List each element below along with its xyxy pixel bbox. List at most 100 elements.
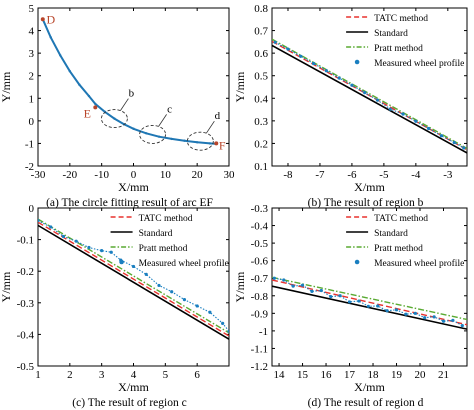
series-line-measured-wheel-profile	[41, 18, 217, 145]
data-point	[157, 135, 161, 138]
x-tick-label: 14	[274, 369, 286, 381]
x-tick-label: 18	[368, 369, 380, 381]
legend-label: Pratt method	[374, 44, 423, 54]
data-point	[319, 288, 323, 293]
point-marker	[40, 17, 45, 22]
x-tick-label: -20	[62, 169, 77, 181]
data-point	[452, 140, 456, 145]
data-point	[404, 312, 408, 316]
point-marker	[93, 105, 98, 110]
x-tick-label: 20	[415, 369, 427, 381]
x-tick-label: -5	[379, 169, 389, 181]
series-line-tatc-method	[272, 279, 467, 326]
data-point	[170, 137, 173, 141]
data-point	[208, 142, 212, 145]
plot-area	[272, 276, 467, 330]
y-tick-label: 0.1	[254, 161, 268, 173]
data-point	[423, 316, 427, 320]
y-axis-label: Y/mm	[0, 271, 13, 302]
data-point	[145, 132, 148, 135]
legend-swatch	[119, 259, 124, 265]
data-point	[286, 47, 290, 51]
data-point	[414, 119, 418, 123]
x-tick-label: -4	[411, 169, 421, 181]
series-line-measured-wheel-profile	[38, 220, 229, 332]
y-tick-label: -1	[25, 138, 34, 150]
data-point	[413, 311, 417, 315]
series-line-pratt-method	[272, 38, 467, 150]
y-axis-label: Y/mm	[233, 271, 247, 302]
legend-label: TATC method	[374, 214, 428, 224]
x-tick-label: 1	[35, 369, 41, 381]
panel-caption: (d) The result of region d	[308, 397, 424, 409]
data-point	[144, 272, 148, 276]
data-point	[273, 40, 277, 44]
x-tick-label: 16	[321, 369, 333, 381]
legend-swatch	[354, 259, 360, 265]
panel-caption: (c) The result of region c	[72, 397, 186, 409]
data-point	[38, 219, 40, 223]
data-point	[100, 249, 104, 253]
x-tick-label: 19	[391, 369, 403, 381]
data-point	[113, 117, 116, 120]
region-leader-line	[120, 98, 129, 111]
region-ellipse	[139, 124, 167, 144]
y-tick-label: -0.4	[17, 329, 35, 341]
series-line-tatc-method	[38, 221, 229, 337]
region-label: c	[167, 103, 172, 115]
data-point	[310, 289, 314, 293]
legend-label: Standard	[374, 229, 408, 239]
y-tick-label: -0.3	[17, 298, 35, 310]
x-tick-label: 30	[224, 169, 236, 181]
y-tick-label: 0	[29, 116, 35, 128]
data-point	[338, 294, 342, 298]
y-tick-label: 2	[29, 71, 35, 83]
data-point	[131, 264, 136, 269]
chart-legend: TATC method Standard Pratt method Measured …	[346, 214, 464, 269]
x-axis-label: X/mm	[354, 180, 385, 194]
data-point	[441, 319, 446, 323]
x-tick-label: -30	[31, 169, 46, 181]
y-tick-label: -0.5	[17, 361, 35, 373]
y-tick-label: 5	[29, 3, 35, 15]
x-axis-label: X/mm	[118, 180, 149, 194]
point-label: D	[46, 12, 55, 26]
y-tick-label: -1.1	[251, 343, 268, 355]
data-point	[385, 309, 389, 313]
legend-label: Standard	[374, 29, 408, 39]
data-point	[300, 283, 305, 287]
data-point	[347, 300, 352, 304]
data-point	[74, 239, 78, 243]
legend-label: TATC method	[139, 214, 193, 224]
plot-frame	[271, 207, 468, 367]
data-point	[282, 278, 286, 282]
y-tick-label: -0.2	[17, 266, 34, 278]
y-tick-label: -1	[259, 326, 268, 338]
data-point	[59, 54, 62, 57]
y-tick-label: 0.4	[254, 93, 268, 105]
x-tick-label: 6	[194, 369, 200, 381]
data-point	[366, 304, 370, 308]
data-point	[291, 284, 295, 288]
y-tick-label: 0.2	[254, 138, 268, 150]
point-marker	[214, 141, 219, 146]
data-point	[460, 324, 464, 328]
data-point	[170, 290, 174, 294]
data-point	[157, 283, 161, 288]
y-tick-label: 0.8	[254, 3, 268, 15]
chart-legend: TATC method Standard Pratt method Measured …	[110, 214, 229, 269]
plot-area	[41, 18, 218, 146]
legend-label: Standard	[139, 229, 173, 239]
panel-caption: (b) The result of region b	[308, 197, 424, 209]
series-line-standard	[272, 44, 467, 154]
data-point	[401, 112, 405, 116]
chart-panel-2: 1 2 3 4 5 6 -0.5 -0.4 -0.3 -0.2 -0.1 0 X/mm Y/mm (c) T…	[0, 203, 230, 409]
y-tick-label: 3	[29, 48, 35, 60]
data-point	[388, 107, 392, 111]
legend-label: Measured wheel profile	[374, 58, 464, 69]
data-point	[109, 250, 113, 254]
data-point	[462, 146, 466, 150]
legend-swatch	[354, 59, 360, 65]
legend-label: TATC method	[374, 14, 428, 24]
